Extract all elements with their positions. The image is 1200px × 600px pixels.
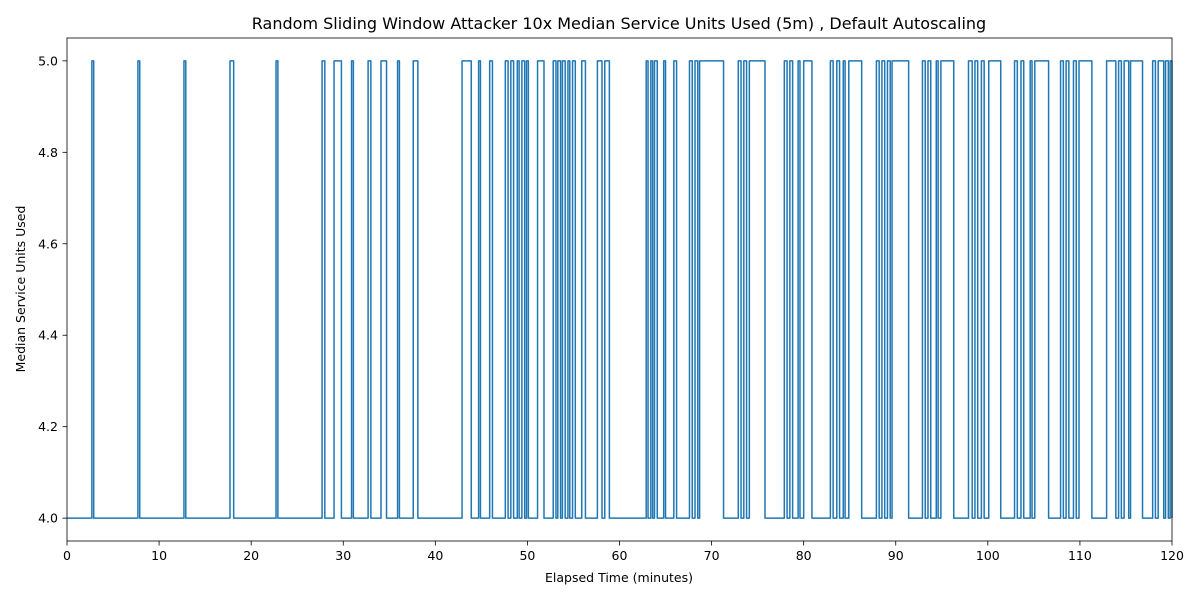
x-tick-label: 60 bbox=[612, 548, 628, 563]
y-tick-label: 5.0 bbox=[38, 53, 58, 68]
y-tick-label: 4.8 bbox=[38, 145, 58, 160]
plot-frame bbox=[66, 37, 1173, 542]
x-tick-label: 20 bbox=[243, 548, 259, 563]
y-axis: 4.0 4.2 4.4 4.6 4.8 5.0 bbox=[38, 53, 67, 526]
chart-title: Random Sliding Window Attacker 10x Media… bbox=[252, 14, 986, 33]
plot-area bbox=[67, 60, 1173, 519]
x-tick-label: 80 bbox=[796, 548, 812, 563]
y-tick-label: 4.2 bbox=[38, 419, 58, 434]
x-tick-label: 110 bbox=[1068, 548, 1092, 563]
x-tick-label: 90 bbox=[888, 548, 904, 563]
x-tick-label: 0 bbox=[63, 548, 71, 563]
x-tick-label: 50 bbox=[519, 548, 535, 563]
y-axis-label: Median Service Units Used bbox=[13, 206, 28, 373]
x-axis-label: Elapsed Time (minutes) bbox=[545, 570, 693, 585]
x-tick-label: 30 bbox=[335, 548, 351, 563]
x-tick-label: 40 bbox=[427, 548, 443, 563]
x-tick-label: 120 bbox=[1160, 548, 1184, 563]
y-tick-label: 4.0 bbox=[38, 511, 58, 526]
x-tick-label: 70 bbox=[704, 548, 720, 563]
y-tick-label: 4.6 bbox=[38, 236, 58, 251]
y-tick-label: 4.4 bbox=[38, 328, 58, 343]
x-tick-label: 10 bbox=[151, 548, 167, 563]
x-tick-label: 100 bbox=[976, 548, 1000, 563]
series-line bbox=[67, 60, 1173, 519]
x-axis: 0 10 20 30 40 50 60 70 80 90 100 110 120 bbox=[63, 541, 1184, 563]
